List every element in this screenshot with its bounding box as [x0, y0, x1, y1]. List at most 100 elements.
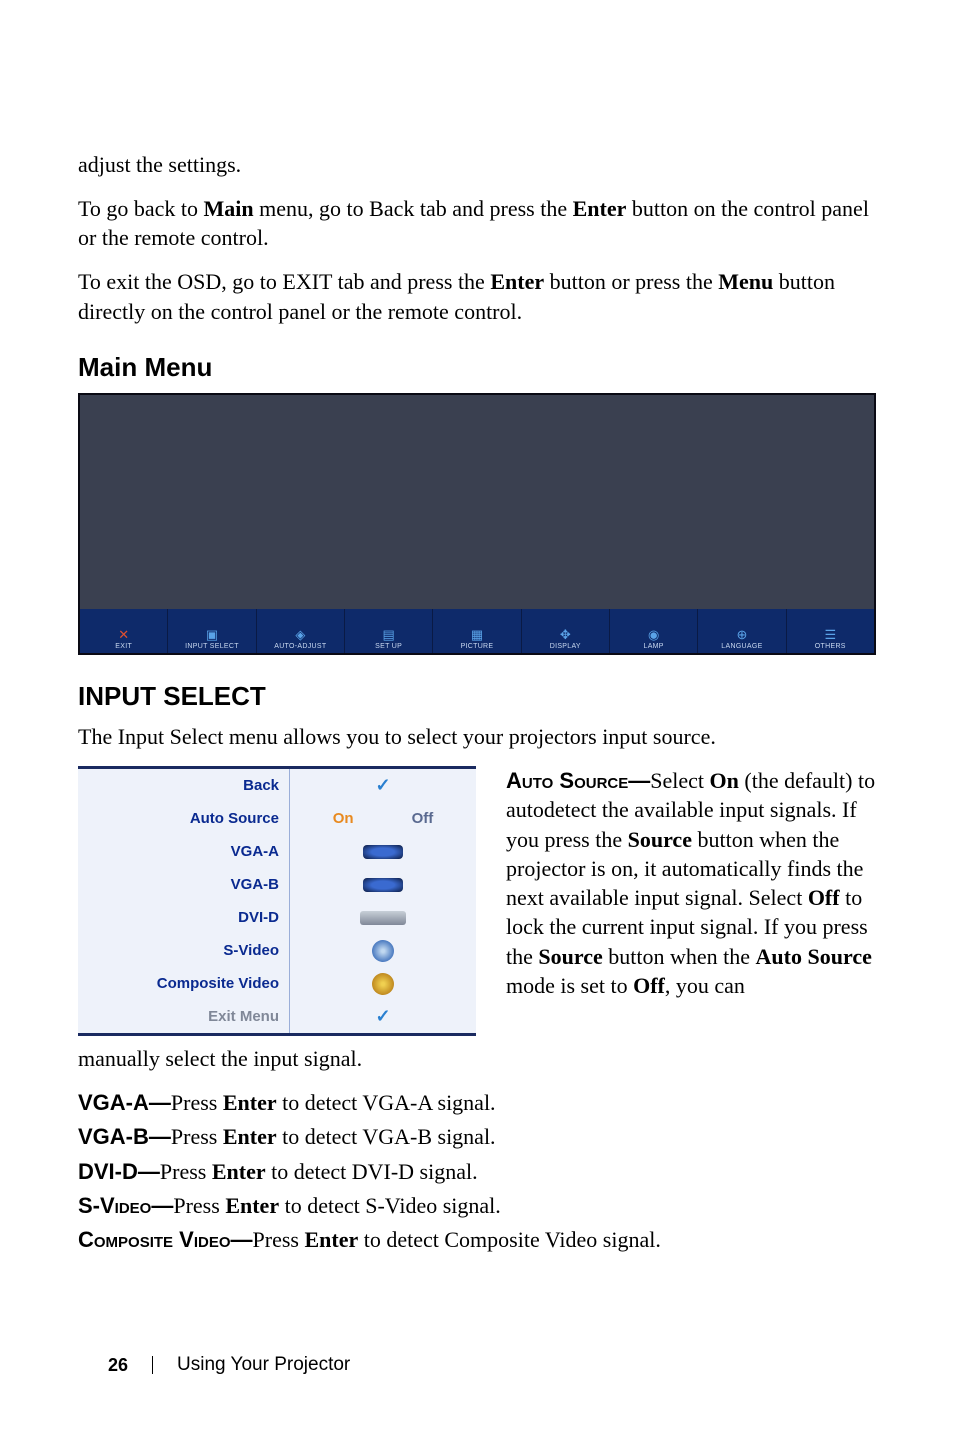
- t: Enter: [223, 1090, 277, 1115]
- osd-tab: ▤ SET UP: [345, 609, 433, 653]
- osd-tab-icon: ✥: [560, 628, 571, 641]
- t: Enter: [225, 1193, 279, 1218]
- t: To go back to: [78, 196, 204, 221]
- t: On: [710, 768, 739, 793]
- t: to detect DVI-D signal.: [266, 1159, 478, 1184]
- input-select-intro: The Input Select menu allows you to sele…: [78, 722, 876, 752]
- osd-tab: ▦ PICTURE: [433, 609, 521, 653]
- osd-tab-icon: ⊕: [737, 628, 748, 641]
- auto-source-label: Auto Source—: [506, 768, 650, 793]
- t: Menu: [718, 269, 773, 294]
- def-svideo: S-Video—Press Enter to detect S-Video si…: [78, 1191, 876, 1221]
- t: Enter: [304, 1227, 358, 1252]
- osd-tab: ◉ LAMP: [610, 609, 698, 653]
- t: Auto Source: [756, 944, 872, 969]
- osd-tab: ☰ OTHERS: [787, 609, 874, 653]
- osd-tab-icon: ▣: [206, 628, 218, 641]
- l: VGA-B—: [78, 1124, 171, 1149]
- intro-p3: To exit the OSD, go to EXIT tab and pres…: [78, 267, 876, 326]
- t: Press: [173, 1193, 225, 1218]
- svideo-port-icon: [372, 940, 394, 962]
- footer-divider: [152, 1356, 153, 1374]
- t: To exit the OSD, go to EXIT tab and pres…: [78, 269, 490, 294]
- def-vga-a: VGA-A—Press Enter to detect VGA-A signal…: [78, 1088, 876, 1118]
- osd-tab-label: AUTO-ADJUST: [274, 643, 326, 650]
- osd-tab-label: EXIT: [115, 643, 132, 650]
- t: Enter: [212, 1159, 266, 1184]
- menu-vga-b: VGA-B: [78, 868, 290, 901]
- t: Select: [650, 768, 709, 793]
- t: to detect VGA-B signal.: [277, 1124, 496, 1149]
- main-menu-heading: Main Menu: [78, 352, 876, 383]
- page-footer: 26 Using Your Projector: [108, 1354, 350, 1376]
- osd-tab: ⊕ LANGUAGE: [698, 609, 786, 653]
- off-label: Off: [412, 810, 434, 827]
- osd-tab-icon: ▦: [471, 628, 483, 641]
- t: Off: [633, 973, 665, 998]
- check-icon: ✓: [375, 1006, 390, 1027]
- check-icon: ✓: [375, 775, 390, 796]
- osd-tab-icon: ☰: [824, 628, 836, 641]
- l: S-Video—: [78, 1193, 173, 1218]
- osd-tab: ◈ AUTO-ADJUST: [257, 609, 345, 653]
- osd-tab: ▣ INPUT SELECT: [168, 609, 256, 653]
- dvi-port-icon: [360, 911, 406, 925]
- intro-p1: adjust the settings.: [78, 150, 876, 180]
- def-composite: Composite Video—Press Enter to detect Co…: [78, 1225, 876, 1255]
- osd-tab-icon: ✕: [118, 628, 129, 641]
- menu-dvi-d: DVI-D: [78, 901, 290, 934]
- osd-tab-label: LANGUAGE: [721, 643, 762, 650]
- t: Main: [204, 196, 254, 221]
- t: button when the: [603, 944, 756, 969]
- t: Source: [538, 944, 602, 969]
- input-select-heading: INPUT SELECT: [78, 681, 876, 712]
- osd-tab-label: PICTURE: [461, 643, 494, 650]
- t: Press: [171, 1124, 223, 1149]
- input-select-menu-screenshot: Back✓ Auto SourceOnOff VGA-A VGA-B DVI-D…: [78, 766, 476, 1036]
- osd-tab-icon: ▤: [383, 628, 395, 641]
- t: mode is set to: [506, 973, 633, 998]
- on-label: On: [333, 810, 354, 827]
- t: Enter: [223, 1124, 277, 1149]
- menu-exit: Exit Menu: [78, 1000, 290, 1033]
- t: Press: [171, 1090, 223, 1115]
- t: Enter: [573, 196, 627, 221]
- t: , you can: [665, 973, 745, 998]
- def-dvi-d: DVI-D—Press Enter to detect DVI-D signal…: [78, 1157, 876, 1187]
- osd-tab: ✕ EXIT: [80, 609, 168, 653]
- t: menu, go to Back tab and press the: [254, 196, 573, 221]
- menu-back: Back: [78, 769, 290, 802]
- auto-source-description: Auto Source—Select On (the default) to a…: [506, 766, 876, 1036]
- menu-auto-source: Auto Source: [78, 802, 290, 835]
- l: DVI-D—: [78, 1159, 160, 1184]
- osd-tab-label: OTHERS: [815, 643, 846, 650]
- composite-port-icon: [372, 973, 394, 995]
- t: Enter: [490, 269, 544, 294]
- osd-tab-icon: ◉: [648, 628, 659, 641]
- t: Press: [253, 1227, 305, 1252]
- t: Source: [628, 827, 692, 852]
- t: to detect S-Video signal.: [279, 1193, 501, 1218]
- osd-tab-label: LAMP: [644, 643, 664, 650]
- t: to detect VGA-A signal.: [277, 1090, 496, 1115]
- menu-s-video: S-Video: [78, 934, 290, 967]
- page-number: 26: [108, 1355, 128, 1376]
- osd-tab-label: INPUT SELECT: [185, 643, 239, 650]
- menu-composite: Composite Video: [78, 967, 290, 1000]
- t: Press: [160, 1159, 212, 1184]
- vga-port-icon: [363, 845, 403, 859]
- t: to detect Composite Video signal.: [358, 1227, 661, 1252]
- vga-port-icon: [363, 878, 403, 892]
- osd-tab-label: SET UP: [375, 643, 402, 650]
- t: button or press the: [544, 269, 718, 294]
- def-vga-b: VGA-B—Press Enter to detect VGA-B signal…: [78, 1122, 876, 1152]
- osd-main-screenshot: ✕ EXIT ▣ INPUT SELECT ◈ AUTO-ADJUST ▤ SET UP ▦ PI…: [78, 393, 876, 655]
- osd-tab: ✥DISPLAY: [522, 609, 610, 653]
- footer-text: Using Your Projector: [177, 1354, 350, 1376]
- t: Off: [808, 885, 840, 910]
- l: VGA-A—: [78, 1090, 171, 1115]
- intro-p2: To go back to Main menu, go to Back tab …: [78, 194, 876, 253]
- l: Composite Video—: [78, 1227, 253, 1252]
- osd-tab-icon: ◈: [295, 628, 305, 641]
- osd-tab-bar: ✕ EXIT ▣ INPUT SELECT ◈ AUTO-ADJUST ▤ SET UP ▦ PI…: [80, 609, 874, 653]
